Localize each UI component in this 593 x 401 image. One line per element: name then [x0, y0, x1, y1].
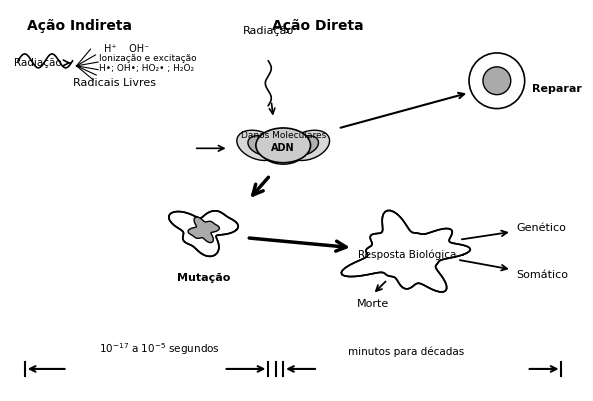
Polygon shape [169, 211, 238, 256]
Text: H•; OH•; HO₂• ; H₂O₂: H•; OH•; HO₂• ; H₂O₂ [100, 64, 195, 73]
Text: H⁺    OH⁻: H⁺ OH⁻ [104, 44, 149, 54]
Ellipse shape [269, 140, 297, 158]
Text: Radiação: Radiação [14, 58, 62, 68]
Text: ADN: ADN [272, 143, 295, 153]
Text: minutos para décadas: minutos para décadas [348, 346, 464, 357]
Ellipse shape [292, 136, 318, 155]
Text: Resposta Biológica: Resposta Biológica [358, 249, 457, 260]
Polygon shape [341, 211, 470, 292]
Text: Ação Direta: Ação Direta [272, 19, 364, 33]
Polygon shape [188, 217, 219, 243]
Text: Somático: Somático [517, 269, 569, 279]
Ellipse shape [261, 136, 305, 164]
Text: Radicais Livres: Radicais Livres [73, 78, 156, 88]
Text: Reparar: Reparar [532, 84, 582, 94]
Text: Morte: Morte [356, 299, 389, 309]
Text: $10^{-17}$ a $10^{-5}$ segundos: $10^{-17}$ a $10^{-5}$ segundos [100, 341, 221, 357]
Text: Radiação: Radiação [243, 26, 294, 36]
Text: Mutação: Mutação [177, 273, 231, 283]
Text: Ação Indireta: Ação Indireta [27, 19, 132, 33]
Circle shape [483, 67, 511, 95]
Text: Genético: Genético [517, 223, 566, 233]
Text: Ionização e excitação: Ionização e excitação [100, 55, 197, 63]
Ellipse shape [237, 130, 280, 160]
Ellipse shape [248, 136, 275, 155]
Text: Danos Moleculares: Danos Moleculares [241, 131, 326, 140]
Circle shape [469, 53, 525, 109]
Ellipse shape [286, 130, 330, 160]
Ellipse shape [256, 128, 311, 163]
